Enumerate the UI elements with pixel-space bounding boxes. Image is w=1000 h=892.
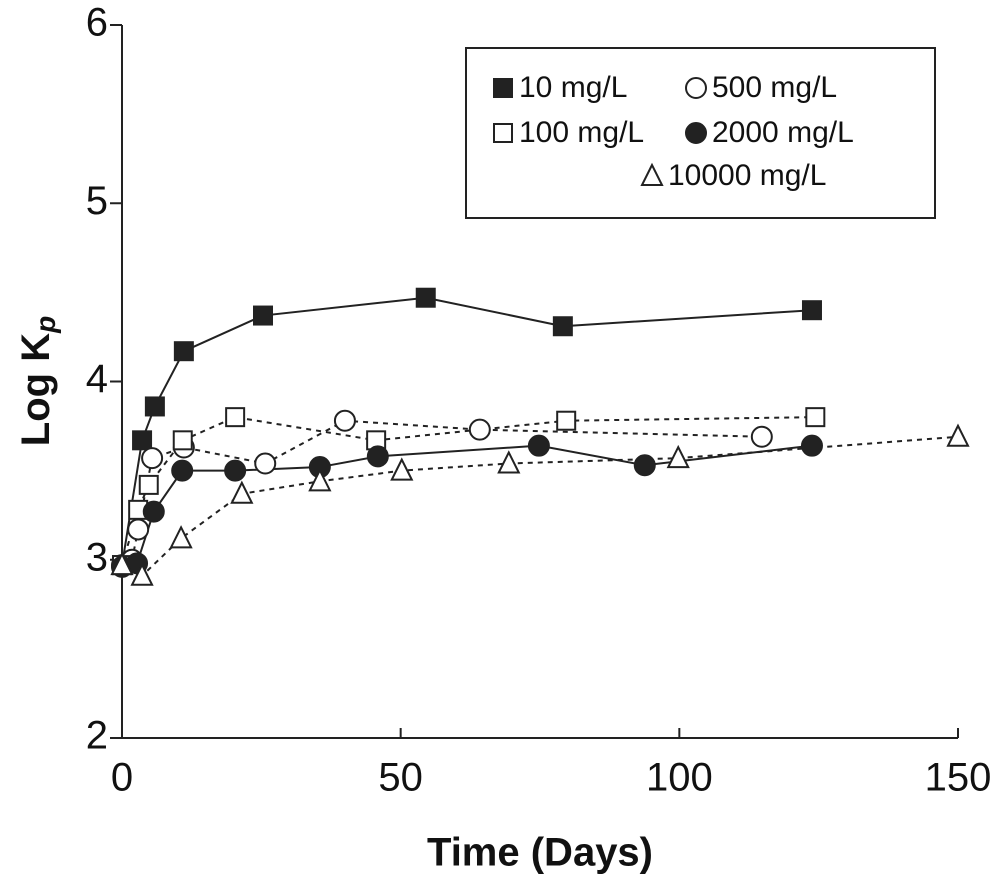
data-point <box>497 450 521 474</box>
data-point <box>224 459 247 482</box>
data-point <box>415 287 436 308</box>
data-point <box>390 457 414 481</box>
legend-marker <box>685 122 707 144</box>
data-point <box>750 425 773 448</box>
series-line <box>121 435 959 578</box>
data-point <box>556 410 577 431</box>
data-point <box>254 452 277 475</box>
x-tick-label: 150 <box>925 756 992 800</box>
legend-label: 10000 mg/L <box>668 159 826 192</box>
data-point <box>173 341 194 362</box>
y-axis-title-main: Log K <box>14 333 58 446</box>
data-point <box>127 518 150 541</box>
data-point <box>225 407 246 428</box>
legend-label: 500 mg/L <box>712 71 837 104</box>
data-point <box>144 396 165 417</box>
data-point <box>171 459 194 482</box>
y-tick-label: 3 <box>86 535 108 579</box>
data-point <box>633 454 656 477</box>
data-point <box>366 445 389 468</box>
legend-label: 2000 mg/L <box>712 116 854 149</box>
data-point <box>110 551 134 576</box>
y-tick-label: 4 <box>86 357 108 401</box>
legend-marker <box>640 162 664 186</box>
data-point <box>169 525 193 549</box>
data-point <box>138 474 159 495</box>
legend-label: 100 mg/L <box>519 116 644 149</box>
data-point <box>142 500 165 523</box>
y-tick-label: 2 <box>86 714 108 758</box>
y-axis-title: Log Kp <box>14 316 62 446</box>
legend-box <box>465 47 936 219</box>
data-point <box>666 444 690 469</box>
y-axis-title-subscript: p <box>30 316 61 334</box>
x-tick-label: 100 <box>646 756 713 800</box>
data-point <box>946 423 970 447</box>
series-line <box>121 416 816 566</box>
data-point <box>130 562 154 586</box>
data-point <box>308 468 332 492</box>
data-point <box>333 409 356 432</box>
data-point <box>230 480 254 504</box>
data-point <box>132 430 153 451</box>
data-point <box>253 305 274 326</box>
data-point <box>801 300 822 321</box>
y-tick-label: 5 <box>86 179 108 223</box>
y-tick-label: 6 <box>86 1 108 45</box>
x-tick-label: 0 <box>111 756 133 800</box>
x-tick-label: 50 <box>378 756 423 800</box>
data-point <box>468 418 491 441</box>
legend-label: 10 mg/L <box>519 71 627 104</box>
series-line <box>121 419 762 566</box>
data-point <box>172 430 193 451</box>
data-point <box>527 434 550 457</box>
data-point <box>800 434 823 457</box>
data-point <box>805 407 826 428</box>
x-axis-title: Time (Days) <box>427 831 653 875</box>
data-point <box>141 447 164 470</box>
legend-marker <box>493 123 513 143</box>
data-point <box>552 316 573 337</box>
legend-marker <box>493 78 513 98</box>
legend-marker <box>685 77 707 99</box>
